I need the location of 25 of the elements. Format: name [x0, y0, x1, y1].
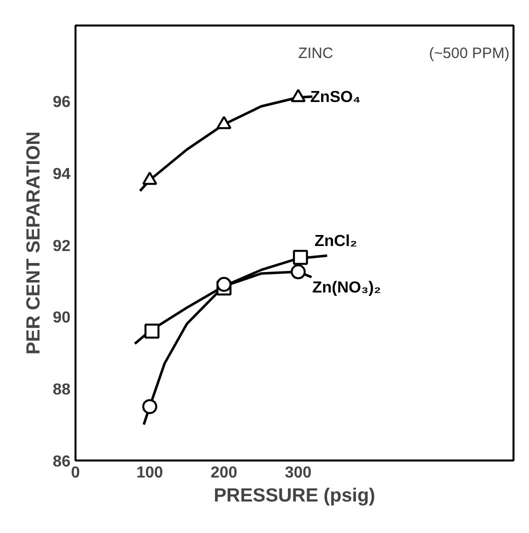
- x-tick-label: 300: [284, 464, 312, 482]
- y-tick-label: 94: [52, 166, 71, 183]
- y-tick-label: 92: [52, 238, 71, 255]
- series-label: ZnSO₄: [310, 88, 361, 106]
- point: [216, 116, 232, 130]
- point: [144, 324, 160, 339]
- x-tick-label: 0: [71, 464, 80, 482]
- text: ZINC: [298, 45, 334, 62]
- point: [290, 264, 306, 280]
- x-axis-title: PRESSURE (psig): [214, 486, 376, 506]
- text: (~500 PPM): [429, 45, 510, 62]
- y-tick-label: 86: [52, 454, 71, 470]
- point: [292, 250, 308, 265]
- point: [142, 399, 158, 414]
- series-label: ZnCl₂: [314, 232, 358, 250]
- series-label: Zn(NO₃)₂: [312, 279, 381, 296]
- y-tick-label: 96: [52, 94, 71, 111]
- point: [216, 276, 232, 292]
- y-axis-title: PER CENT SEPARATION: [24, 131, 45, 355]
- y-tick-label: 88: [52, 382, 71, 399]
- x-tick-label: 100: [136, 464, 164, 482]
- y-tick-label: 90: [52, 310, 71, 327]
- x-tick-label: 200: [210, 464, 238, 482]
- point: [142, 172, 158, 185]
- point: [290, 88, 306, 102]
